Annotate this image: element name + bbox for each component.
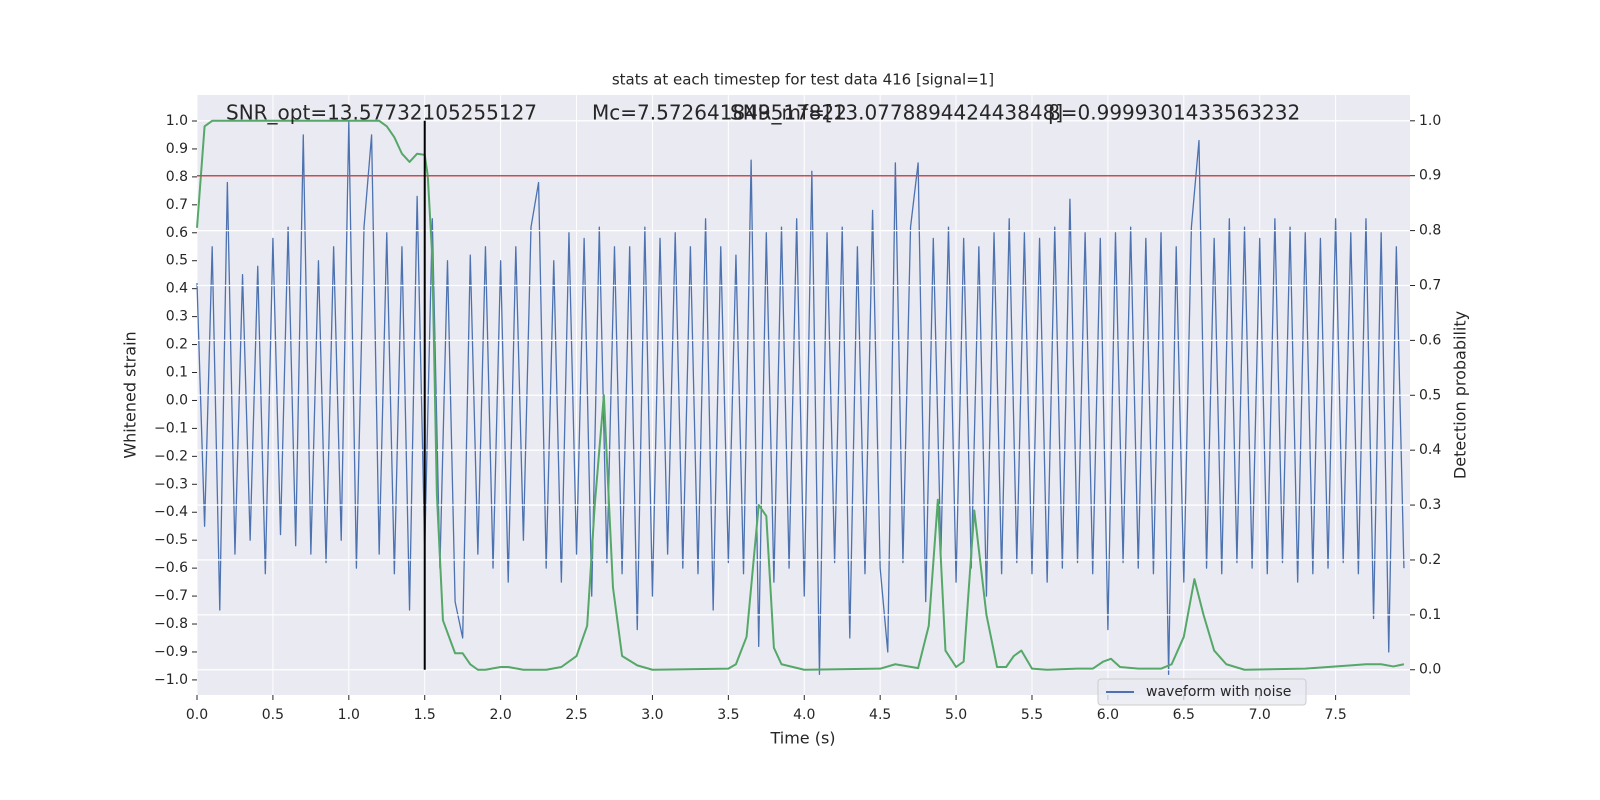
y-tick-label: −0.4 <box>154 504 188 520</box>
y2-tick-label: 0.4 <box>1419 442 1441 458</box>
y2-tick-label: 0.1 <box>1419 607 1441 623</box>
annotation: β=0.9999301433563232 <box>1048 101 1300 125</box>
x-tick-label: 5.0 <box>945 707 967 723</box>
x-tick-label: 2.5 <box>565 707 587 723</box>
y-tick-label: −0.3 <box>154 476 188 492</box>
y-tick-label: 0.3 <box>166 309 188 325</box>
y2-tick-label: 0.5 <box>1419 387 1441 403</box>
y-tick-label: −0.1 <box>154 420 188 436</box>
y-tick-label: 0.8 <box>166 169 188 185</box>
y-axis-label: Whitened strain <box>121 331 140 458</box>
x-tick-label: 7.0 <box>1249 707 1271 723</box>
x-tick-label: 1.5 <box>414 707 436 723</box>
y2-tick-label: 0.9 <box>1419 168 1441 184</box>
y-tick-label: 0.2 <box>166 337 188 353</box>
annotation: SNR_mf=[13.077889442443848] <box>730 101 1063 125</box>
series-line <box>196 119 1405 671</box>
y-tick-label: 0.4 <box>166 281 188 297</box>
y2-tick-label: 0.8 <box>1419 223 1441 239</box>
y-tick-label: 0.7 <box>166 197 188 213</box>
x-tick-label: 1.0 <box>338 707 360 723</box>
y-tick-label: −0.2 <box>154 448 188 464</box>
annotation: SNR_opt=13.57732105255127 <box>226 101 537 125</box>
y2-tick-label: 0.2 <box>1419 552 1441 568</box>
x-tick-label: 6.5 <box>1173 707 1195 723</box>
y2-tick-label: 1.0 <box>1419 113 1441 129</box>
y2-tick-label: 0.6 <box>1419 332 1441 348</box>
x-tick-label: 4.5 <box>869 707 891 723</box>
y-tick-label: −0.5 <box>154 532 188 548</box>
x-tick-label: 5.5 <box>1021 707 1043 723</box>
x-tick-label: 0.5 <box>262 707 284 723</box>
x-axis-label: Time (s) <box>769 729 835 748</box>
x-tick-label: 2.0 <box>489 707 511 723</box>
y2-tick-label: 0.0 <box>1419 662 1441 678</box>
x-tick-label: 3.5 <box>717 707 739 723</box>
y-tick-label: −1.0 <box>154 672 188 688</box>
x-tick-label: 0.0 <box>186 707 208 723</box>
y-tick-label: 1.0 <box>166 113 188 129</box>
legend-box <box>1097 678 1307 706</box>
y-tick-label: 0.9 <box>166 141 188 157</box>
y2-tick-label: 0.7 <box>1419 277 1441 293</box>
x-tick-label: 3.0 <box>641 707 663 723</box>
chart-title: stats at each timestep for test data 416… <box>612 71 994 89</box>
x-tick-label: 6.0 <box>1097 707 1119 723</box>
y-tick-label: 0.0 <box>166 392 188 408</box>
y2-tick-label: 0.3 <box>1419 497 1441 513</box>
annotation: Mc=7.572641849517822 <box>592 101 847 125</box>
y-tick-label: −0.9 <box>154 644 188 660</box>
y-tick-label: 0.6 <box>166 225 188 241</box>
series-line <box>196 120 1405 675</box>
y2-axis-label: Detection probability <box>1451 311 1470 479</box>
y-tick-label: −0.7 <box>154 588 188 604</box>
x-tick-label: 4.0 <box>793 707 815 723</box>
y-tick-label: 0.5 <box>166 253 188 269</box>
y-tick-label: 0.1 <box>166 365 188 381</box>
y-tick-label: −0.8 <box>154 616 188 632</box>
y-tick-label: −0.6 <box>154 560 188 576</box>
x-tick-label: 7.5 <box>1324 707 1346 723</box>
legend-label: waveform with noise <box>1146 684 1291 700</box>
